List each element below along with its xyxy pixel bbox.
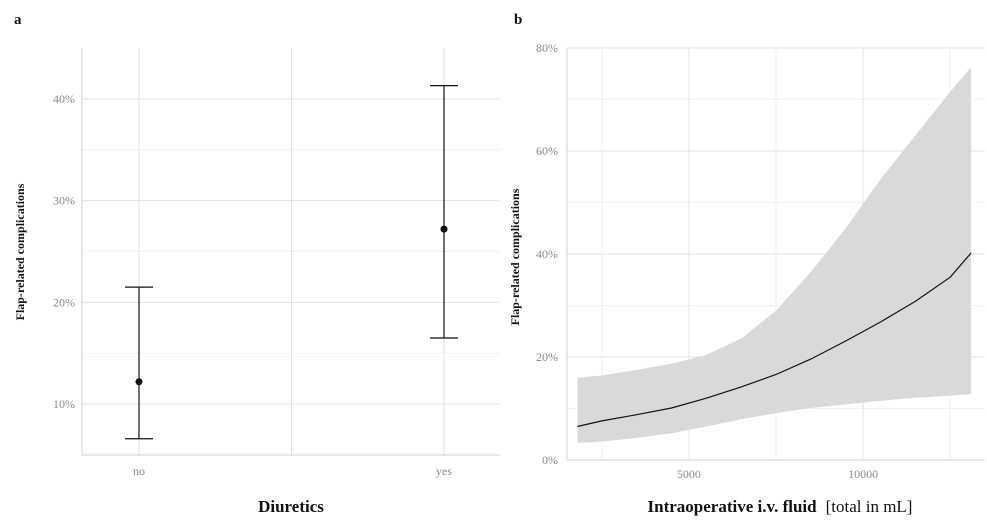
panel-b-y-tick-label: 60%	[536, 144, 558, 158]
panel-a-x-axis-label: Diuretics	[258, 497, 324, 516]
panel-a-y-tick-label: 30%	[53, 194, 75, 208]
panel-b-confidence-band	[577, 67, 972, 443]
panel-a-y-ticks: 10% 20% 30% 40%	[53, 92, 75, 411]
panel-b-x-tick-label: 10000	[848, 467, 878, 481]
panel-a-point	[135, 378, 143, 386]
panel-b-fit-line	[577, 252, 972, 428]
panel-b-y-tick-label: 40%	[536, 247, 558, 261]
panel-b-x-tick-label: 5000	[677, 467, 701, 481]
panel-a-x-tick-label: no	[133, 464, 145, 478]
panel-a-x-ticks: no yes	[133, 464, 452, 478]
panel-b-y-tick-label: 20%	[536, 350, 558, 364]
panel-b-label: b	[514, 12, 522, 28]
panel-b-y-tick-label: 0%	[542, 453, 558, 467]
panel-b-x-axis-title: Intraoperative i.v. fluid [total in mL]	[648, 497, 913, 516]
panel-b-y-axis-label: Flap-related complications	[508, 188, 522, 325]
panel-a-y-tick-label: 20%	[53, 295, 75, 309]
panel-b-y-tick-label: 80%	[536, 41, 558, 55]
panel-a-point	[440, 225, 448, 233]
panel-a-marks	[125, 85, 458, 440]
panel-b-x-axis-label: Intraoperative i.v. fluid	[648, 497, 818, 516]
panel-b-y-ticks: 0% 20% 40% 60% 80%	[536, 41, 558, 467]
panel-a-y-axis-label: Flap-related complications	[13, 183, 27, 320]
panel-b-x-axis-unit: [total in mL]	[826, 497, 913, 516]
panel-a: a 10% 20% 30% 40% no yes Flap-related compli…	[13, 12, 500, 516]
panel-b-x-ticks: 5000 10000	[677, 467, 878, 481]
panel-a-label: a	[14, 12, 22, 28]
panel-a-x-tick-label: yes	[436, 464, 452, 478]
panel-b: b 0% 20% 40% 60% 80% 5000 10000 Flap-related …	[508, 12, 985, 516]
panel-a-y-tick-label: 40%	[53, 92, 75, 106]
panel-a-y-tick-label: 10%	[53, 397, 75, 411]
panel-a-grid	[82, 48, 500, 455]
